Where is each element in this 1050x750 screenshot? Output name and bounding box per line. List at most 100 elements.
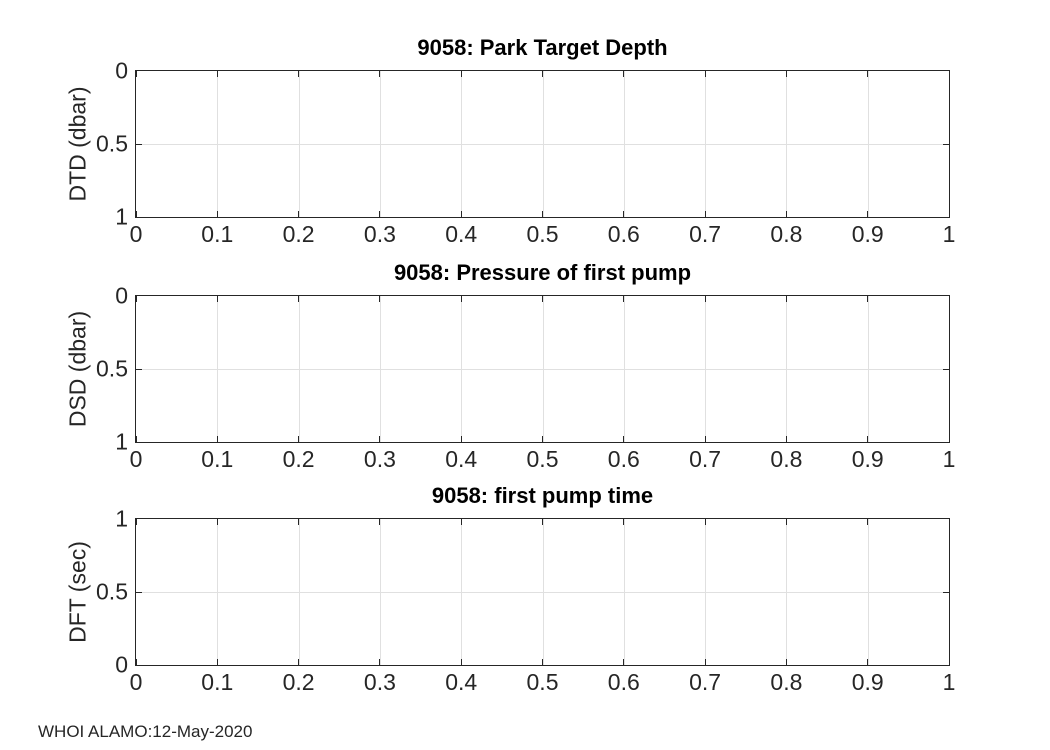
x-tick-label: 0.2 [282,221,315,247]
x-tick-label: 0.3 [363,669,396,695]
x-tick-mark [216,71,218,77]
x-tick-label: 0.4 [445,221,478,247]
x-tick-label: 0.2 [282,446,315,472]
x-tick-mark [216,659,218,665]
plot-title: 9058: Pressure of first pump [393,260,692,285]
plot-title: 9058: Park Target Depth [417,35,668,60]
x-tick-mark [460,211,462,217]
x-tick-mark [948,71,950,77]
x-tick-label: 0.5 [526,221,559,247]
x-tick-mark [216,296,218,302]
x-tick-mark [623,519,625,525]
x-tick-mark [542,436,543,442]
x-tick-mark [948,519,950,525]
y-axis-label: DTD (dbar) [64,86,91,202]
x-tick-label: 0.1 [201,446,234,472]
y-tick-label: 0.5 [96,578,128,605]
y-tick-mark [943,143,949,145]
x-tick-mark [867,436,869,442]
x-tick-mark [135,296,137,302]
y-axis-label: DFT (sec) [64,541,91,643]
x-tick-mark [867,71,869,77]
x-tick-label: 0.7 [689,221,722,247]
x-tick-mark [867,296,869,302]
x-tick-mark [867,659,869,665]
y-tick-label: 0 [115,651,128,678]
x-tick-label: 0.4 [445,669,478,695]
y-tick-label: 1 [115,428,128,455]
x-tick-label: 0.6 [607,221,640,247]
x-tick-mark [785,211,787,217]
y-tick-label: 0.5 [96,130,128,157]
x-tick-label: 0.8 [770,446,803,472]
y-tick-mark [136,591,142,593]
plot-title: 9058: first pump time [431,483,654,508]
x-tick-label: 0 [129,446,143,472]
x-tick-mark [542,659,543,665]
x-tick-mark [460,71,462,77]
x-tick-mark [135,659,137,665]
x-tick-mark [623,659,625,665]
x-tick-label: 0.9 [851,221,884,247]
axes-box: 0 0.1 0.2 0.3 0.4 0.5 0.6 0.7 0.8 0.9 1 0 0.5 1 [96,284,955,471]
x-tick-label: 0.6 [607,669,640,695]
x-tick-label: 0.5 [526,669,559,695]
x-tick-mark [542,296,543,302]
gridline-horizontal [136,144,949,145]
x-tick-mark [704,436,706,442]
x-tick-label: 0.8 [770,669,803,695]
x-tick-mark [298,211,300,217]
x-tick-label: 0 [129,669,143,695]
y-axis-label: DSD (dbar) [64,310,91,428]
x-tick-label: 0.7 [689,669,722,695]
x-tick-label: 1 [942,221,956,247]
x-tick-mark [460,659,462,665]
y-tick-mark [136,368,142,370]
x-tick-mark [785,659,787,665]
x-tick-mark [135,211,137,217]
y-tick-mark [943,591,949,593]
y-tick-label: 1 [115,505,128,532]
x-tick-label: 0 [129,221,143,247]
x-tick-mark [216,519,218,525]
x-tick-mark [623,436,625,442]
x-tick-mark [379,436,381,442]
x-tick-label: 0.7 [689,446,722,472]
y-tick-label: 0.5 [96,355,128,382]
x-tick-label: 0.6 [607,446,640,472]
y-tick-mark [136,143,142,145]
x-tick-label: 0.8 [770,221,803,247]
x-tick-mark [216,436,218,442]
x-tick-mark [623,71,625,77]
x-tick-label: 0.5 [526,446,559,472]
x-tick-mark [704,211,706,217]
figure-annotation: WHOI ALAMO:12-May-2020 [38,722,253,741]
x-tick-mark [460,519,462,525]
x-tick-label: 0.2 [282,669,315,695]
x-tick-label: 0.1 [201,221,234,247]
gridline-horizontal [136,369,949,370]
x-tick-mark [704,71,706,77]
y-tick-label: 0 [115,57,128,84]
x-tick-mark [623,211,625,217]
x-tick-mark [298,659,300,665]
y-tick-label: 1 [115,203,128,230]
x-tick-mark [216,211,218,217]
x-tick-mark [785,436,787,442]
x-tick-label: 0.9 [851,446,884,472]
x-tick-mark [623,296,625,302]
x-tick-mark [785,71,787,77]
axes-box: 0 0.1 0.2 0.3 0.4 0.5 0.6 0.7 0.8 0.9 1 0 0.5 1 [96,507,955,694]
x-tick-mark [298,296,300,302]
y-tick-mark [943,368,949,370]
x-tick-mark [948,436,950,442]
x-tick-label: 1 [942,669,956,695]
x-tick-mark [948,296,950,302]
x-tick-label: 0.3 [363,446,396,472]
x-tick-mark [379,296,381,302]
x-tick-mark [704,519,706,525]
x-tick-mark [379,659,381,665]
x-tick-label: 0.1 [201,669,234,695]
x-tick-mark [867,211,869,217]
x-tick-mark [135,519,137,525]
